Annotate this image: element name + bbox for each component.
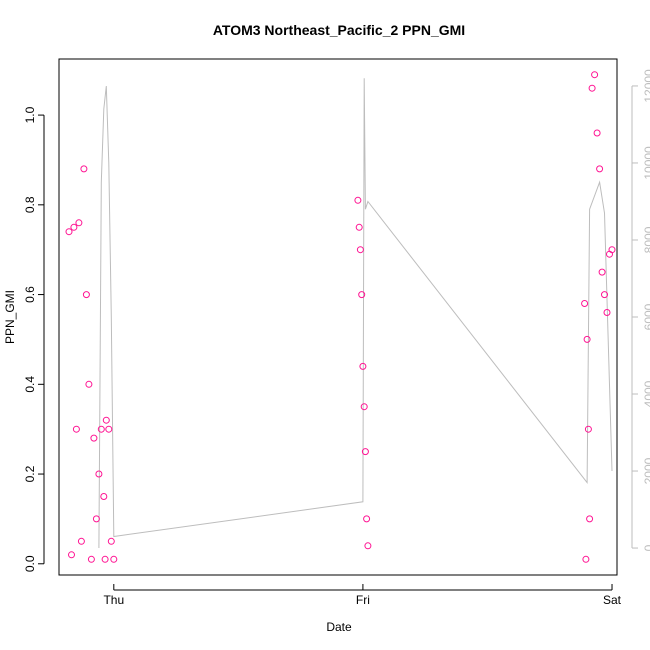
- data-point: [581, 300, 589, 307]
- y2-tick-label: 12000: [642, 69, 650, 103]
- y2-tick-label: 2000: [642, 457, 650, 484]
- left-y-axis: 0.0 0.2 0.4 0.6 0.8 1.0: [23, 106, 45, 572]
- data-point: [90, 434, 98, 442]
- data-point: [92, 515, 100, 523]
- data-point: [70, 223, 78, 231]
- x-axis: Thu Fri Sat: [103, 584, 622, 607]
- data-point: [591, 71, 599, 79]
- data-point: [68, 551, 75, 559]
- y-tick-label: 1.0: [23, 106, 37, 123]
- data-point: [77, 537, 85, 545]
- data-point: [356, 246, 364, 254]
- y2-tick-label: 8000: [642, 226, 650, 253]
- data-point: [97, 425, 105, 433]
- data-point: [75, 219, 83, 227]
- data-point: [598, 268, 606, 276]
- data-point: [102, 416, 110, 424]
- data-point: [72, 425, 80, 433]
- chart-title: ATOM3 Northeast_Pacific_2 PPN_GMI: [213, 22, 465, 38]
- data-point: [583, 335, 591, 343]
- data-point: [361, 448, 369, 456]
- data-point: [107, 537, 115, 545]
- y-tick-label: 0.4: [23, 376, 37, 393]
- data-point: [360, 403, 368, 411]
- data-point: [363, 515, 371, 523]
- data-point: [110, 555, 118, 563]
- data-point: [105, 425, 113, 433]
- y-tick-label: 0.2: [23, 465, 37, 482]
- y-tick-label: 0.0: [23, 555, 37, 572]
- data-point: [65, 228, 73, 236]
- data-point: [354, 196, 362, 204]
- data-point: [101, 555, 109, 563]
- y-tick-label: 0.8: [23, 196, 37, 213]
- right-y-axis: 0 2000 4000 6000 8000 10000 12000: [631, 69, 650, 551]
- y-tick-label: 0.6: [23, 286, 37, 303]
- series-line: [98, 78, 613, 549]
- right-axis-series-line: [98, 78, 613, 549]
- data-point: [588, 84, 596, 92]
- y-axis-label: PPN_GMI: [3, 290, 17, 344]
- x-tick-label: Fri: [356, 593, 370, 607]
- data-point: [608, 246, 616, 254]
- y2-tick-label: 0: [642, 544, 650, 551]
- data-point: [603, 309, 611, 316]
- data-point: [596, 165, 604, 173]
- data-point: [359, 362, 367, 370]
- x-axis-label: Date: [326, 620, 352, 634]
- data-point: [87, 555, 95, 563]
- data-point: [584, 425, 592, 433]
- y2-tick-label: 4000: [642, 380, 650, 407]
- plot-frame: [58, 58, 618, 576]
- y2-tick-label: 6000: [642, 303, 650, 330]
- data-points: [65, 71, 616, 563]
- data-point: [85, 380, 93, 388]
- data-point: [582, 555, 590, 563]
- data-point: [586, 515, 594, 523]
- x-tick-label: Sat: [603, 593, 622, 607]
- data-point: [355, 223, 363, 231]
- x-tick-label: Thu: [103, 593, 124, 607]
- data-point: [593, 129, 601, 137]
- y2-tick-label: 10000: [642, 146, 650, 180]
- data-point: [100, 493, 108, 500]
- data-point: [80, 165, 88, 173]
- data-point: [82, 291, 90, 299]
- data-point: [358, 291, 366, 299]
- data-point: [95, 470, 103, 478]
- data-point: [601, 291, 608, 299]
- data-point: [364, 542, 372, 550]
